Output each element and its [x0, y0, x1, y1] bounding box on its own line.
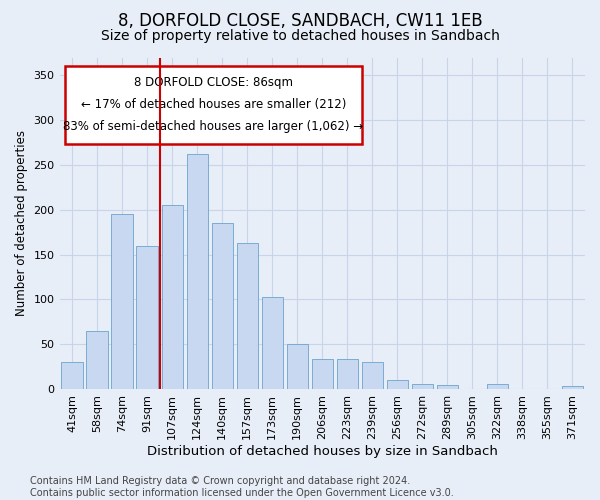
Text: ← 17% of detached houses are smaller (212): ← 17% of detached houses are smaller (21… — [80, 98, 346, 111]
Bar — [337, 360, 358, 389]
Bar — [187, 154, 208, 389]
Bar — [61, 362, 83, 389]
Bar — [487, 384, 508, 389]
Bar — [437, 386, 458, 389]
FancyBboxPatch shape — [65, 66, 362, 144]
Bar — [562, 386, 583, 389]
Bar — [136, 246, 158, 389]
Bar — [212, 223, 233, 389]
Bar — [86, 330, 108, 389]
X-axis label: Distribution of detached houses by size in Sandbach: Distribution of detached houses by size … — [147, 444, 498, 458]
Text: 8 DORFOLD CLOSE: 86sqm: 8 DORFOLD CLOSE: 86sqm — [134, 76, 293, 90]
Bar — [236, 243, 258, 389]
Text: Contains HM Land Registry data © Crown copyright and database right 2024.
Contai: Contains HM Land Registry data © Crown c… — [30, 476, 454, 498]
Bar — [112, 214, 133, 389]
Bar — [412, 384, 433, 389]
Bar — [262, 296, 283, 389]
Bar — [387, 380, 408, 389]
Bar — [161, 206, 183, 389]
Text: 8, DORFOLD CLOSE, SANDBACH, CW11 1EB: 8, DORFOLD CLOSE, SANDBACH, CW11 1EB — [118, 12, 482, 30]
Text: Size of property relative to detached houses in Sandbach: Size of property relative to detached ho… — [101, 29, 499, 43]
Bar — [287, 344, 308, 389]
Bar — [362, 362, 383, 389]
Y-axis label: Number of detached properties: Number of detached properties — [15, 130, 28, 316]
Text: 83% of semi-detached houses are larger (1,062) →: 83% of semi-detached houses are larger (… — [63, 120, 364, 133]
Bar — [311, 360, 333, 389]
